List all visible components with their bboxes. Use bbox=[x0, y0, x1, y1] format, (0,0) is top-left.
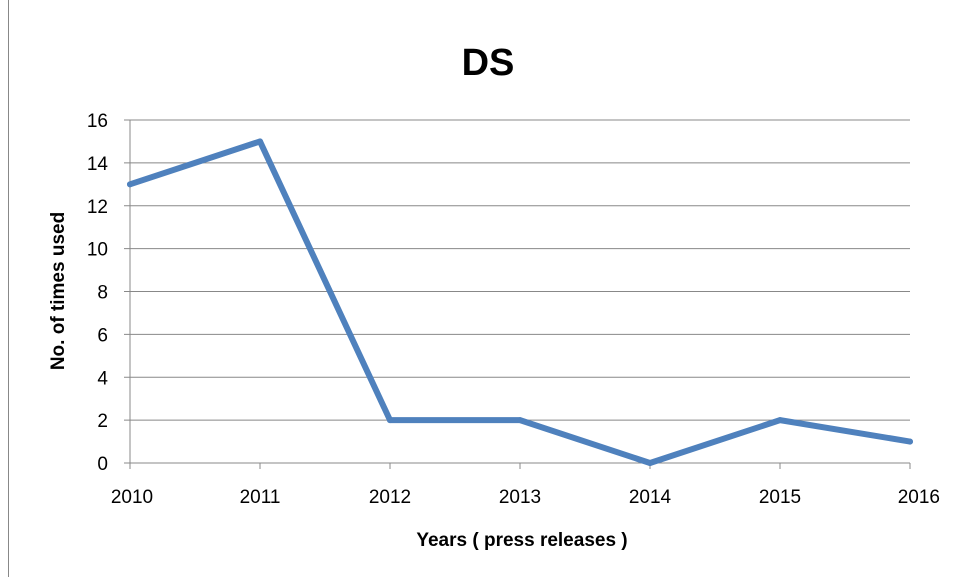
x-tick-label: 2013 bbox=[499, 487, 541, 508]
x-tick-label: 2014 bbox=[629, 487, 672, 508]
y-tick-label: 14 bbox=[87, 154, 109, 175]
y-axis-ticks: 0 2 4 6 8 10 12 14 16 bbox=[87, 111, 130, 475]
data-point bbox=[907, 438, 913, 445]
series-line bbox=[127, 138, 913, 466]
y-tick-label: 2 bbox=[97, 411, 108, 432]
x-axis-ticks: 2010 2011 2012 2013 2014 2015 2016 bbox=[111, 463, 940, 508]
y-tick-label: 4 bbox=[97, 368, 108, 389]
chart-title: DS bbox=[462, 42, 515, 84]
x-tick-label: 2012 bbox=[369, 487, 411, 508]
data-point bbox=[387, 417, 393, 424]
y-tick-label: 6 bbox=[97, 325, 108, 346]
data-point bbox=[647, 460, 653, 466]
grid-lines bbox=[130, 119, 910, 421]
y-tick-label: 8 bbox=[97, 283, 108, 304]
y-tick-label: 0 bbox=[97, 454, 108, 475]
x-tick-label: 2010 bbox=[111, 487, 153, 508]
y-tick-label: 16 bbox=[87, 111, 108, 132]
data-point bbox=[777, 417, 783, 424]
series-layer bbox=[127, 138, 913, 466]
y-tick-label: 10 bbox=[87, 240, 108, 261]
frame-left-border bbox=[8, 0, 9, 577]
data-point bbox=[257, 138, 263, 145]
data-point bbox=[127, 181, 133, 188]
x-tick-label: 2015 bbox=[759, 487, 801, 508]
x-axis-label: Years ( press releases ) bbox=[416, 530, 627, 551]
data-point bbox=[517, 417, 523, 424]
x-tick-label: 2011 bbox=[240, 487, 281, 508]
x-tick-label: 2016 bbox=[898, 487, 940, 508]
y-axis-label: No. of times used bbox=[48, 212, 69, 370]
y-tick-label: 12 bbox=[87, 197, 108, 218]
